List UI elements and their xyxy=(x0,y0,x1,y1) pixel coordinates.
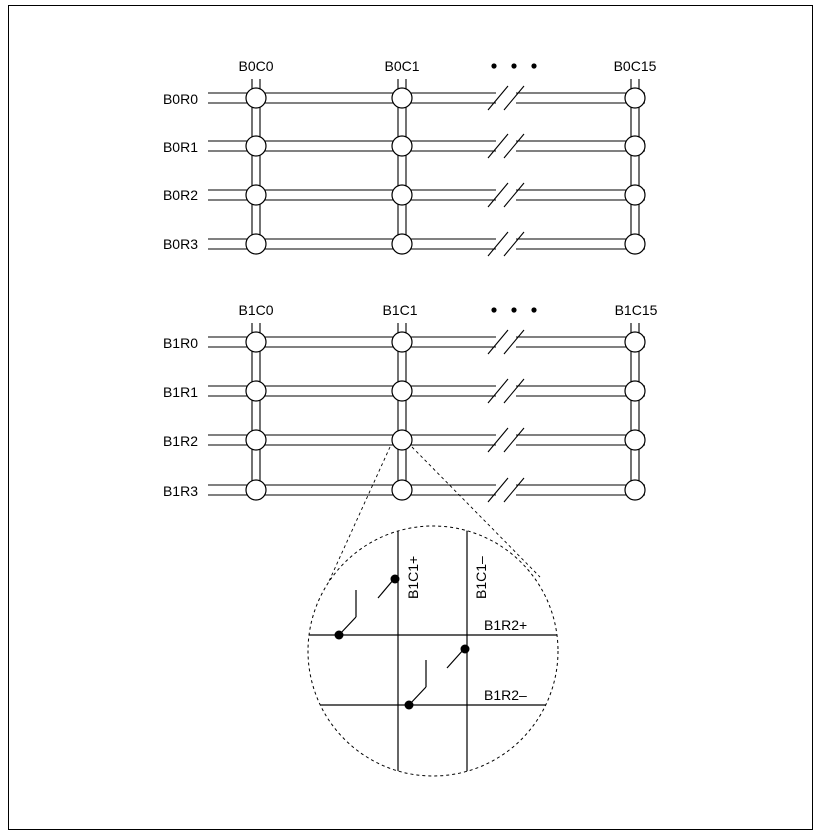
magnified-crosspoint-detail: B1C1+ B1C1– B1R2+ B1R2– xyxy=(307,525,559,777)
bank1-break-slash xyxy=(503,477,525,503)
bank0-break-slash xyxy=(503,182,525,208)
bank0-crosspoint-node xyxy=(624,87,646,109)
bank0-crosspoint-node xyxy=(391,87,413,109)
bank0-matrix xyxy=(208,79,646,257)
bank0-row-label-r1: B0R1 xyxy=(163,139,198,155)
bank0-column-label-c0: B0C0 xyxy=(238,58,273,74)
bank1-crosspoint-node xyxy=(391,331,413,353)
bank0-crosspoint-node xyxy=(245,87,267,109)
bank0-break-slash xyxy=(487,182,509,208)
bank0-break-slash xyxy=(487,231,509,257)
bank0-break-slash xyxy=(503,85,525,111)
bank1-break-slash xyxy=(503,378,525,404)
contact-node xyxy=(404,700,414,710)
bank1-row-label-r2: B1R2 xyxy=(163,433,198,449)
bank1-row-label-r0: B1R0 xyxy=(163,335,198,351)
bank0-crosspoint-node xyxy=(391,233,413,255)
bank0-row-label-r3: B0R3 xyxy=(163,236,198,252)
bank1-row-label-r3: B1R3 xyxy=(163,483,198,499)
contact-node xyxy=(460,644,470,654)
bank1-column-label-c1: B1C1 xyxy=(382,302,417,318)
bank1-break-slash xyxy=(487,477,509,503)
bank0-crosspoint-node xyxy=(391,184,413,206)
row-plus-label: B1R2+ xyxy=(484,617,527,633)
contact-node xyxy=(390,574,400,584)
bank0-crosspoint-node xyxy=(245,233,267,255)
bank0-crosspoint-node xyxy=(624,135,646,157)
magnifier-leader-left xyxy=(324,446,391,591)
bank0-break-slash xyxy=(487,85,509,111)
bank1-break-slash xyxy=(503,427,525,453)
row-minus-label: B1R2– xyxy=(484,687,527,703)
bank0-column-label-c15: B0C15 xyxy=(614,58,657,74)
bank1-crosspoint-node xyxy=(245,429,267,451)
bank1-matrix xyxy=(208,323,646,503)
bank1-crosspoint-node xyxy=(245,380,267,402)
bank0-row-label-r0: B0R0 xyxy=(163,91,198,107)
bank1-crosspoint-node xyxy=(624,331,646,353)
bank1-break-slash xyxy=(487,427,509,453)
bank0-crosspoint-node xyxy=(391,135,413,157)
bank1-crosspoint-node xyxy=(624,479,646,501)
bank1-row-label-r1: B1R1 xyxy=(163,384,198,400)
bank0-crosspoint-node xyxy=(624,184,646,206)
bank0-ellipsis-dots xyxy=(491,63,537,69)
bank1-break-slash xyxy=(487,329,509,355)
magnifier-circle xyxy=(307,525,559,777)
bank1-crosspoint-node xyxy=(245,331,267,353)
bank1-break-slash xyxy=(487,378,509,404)
bank0-crosspoint-node xyxy=(245,135,267,157)
magnifier-leader-right xyxy=(411,446,541,578)
bank1-ellipsis-dots xyxy=(491,307,537,313)
bank0-break-slash xyxy=(503,231,525,257)
bank1-crosspoint-node xyxy=(391,380,413,402)
bank0-break-slash xyxy=(503,133,525,159)
bank0-crosspoint-node xyxy=(245,184,267,206)
col-plus-label: B1C1+ xyxy=(405,556,421,599)
col-minus-label: B1C1– xyxy=(473,556,489,599)
bank1-crosspoint-node xyxy=(624,380,646,402)
bank1-crosspoint-node xyxy=(624,429,646,451)
bank1-crosspoint-node xyxy=(245,479,267,501)
bank1-crosspoint-node xyxy=(391,429,413,451)
bank1-column-label-c15: B1C15 xyxy=(615,302,658,318)
bank1-crosspoint-node xyxy=(391,479,413,501)
bank0-row-label-r2: B0R2 xyxy=(163,187,198,203)
bank1-column-label-c0: B1C0 xyxy=(238,302,273,318)
bank1-break-slash xyxy=(503,329,525,355)
contact-node xyxy=(334,630,344,640)
bank0-crosspoint-node xyxy=(624,233,646,255)
bank0-column-label-c1: B0C1 xyxy=(384,58,419,74)
bank0-break-slash xyxy=(487,133,509,159)
